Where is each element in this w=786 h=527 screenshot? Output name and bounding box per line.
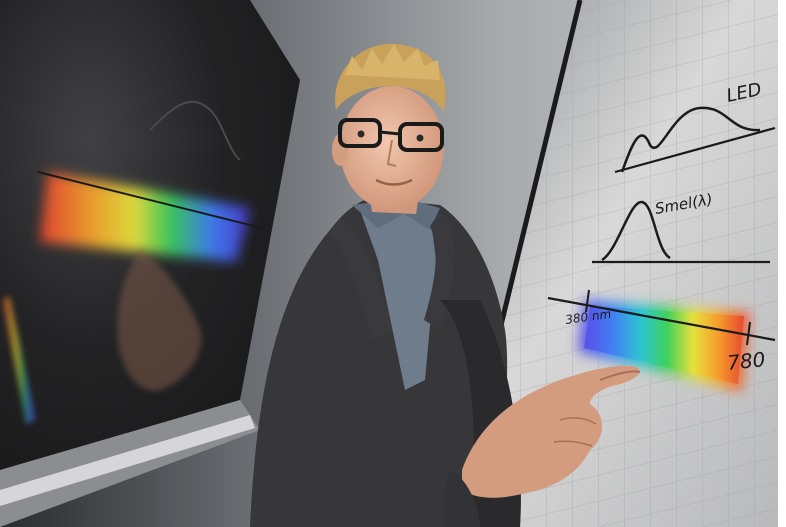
label-380nm: 380 nm: [564, 307, 612, 327]
spectrum-projection: 380 nm 780: [547, 289, 776, 392]
glasses: [338, 118, 444, 152]
label-780: 780: [726, 347, 766, 375]
reflective-panel: [0, 0, 300, 527]
pointing-hand: [462, 365, 640, 498]
face: [340, 86, 444, 210]
shirt: [360, 210, 436, 390]
person: [250, 43, 641, 527]
